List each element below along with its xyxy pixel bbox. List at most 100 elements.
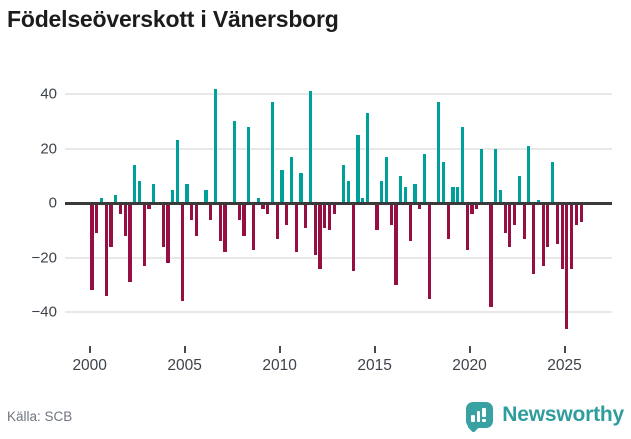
bar bbox=[327, 203, 332, 231]
bar bbox=[166, 203, 170, 264]
bar bbox=[399, 175, 403, 204]
bar bbox=[408, 203, 412, 242]
bar bbox=[237, 203, 241, 220]
bar-chart-glyph-icon bbox=[471, 408, 486, 422]
bar bbox=[308, 91, 313, 204]
bar bbox=[289, 156, 294, 204]
x-axis-tick-mark bbox=[563, 346, 566, 353]
bar bbox=[375, 203, 379, 231]
bar bbox=[190, 203, 194, 220]
bar bbox=[456, 186, 460, 204]
x-axis-tick-label: 2000 bbox=[72, 357, 107, 374]
bar bbox=[522, 203, 526, 239]
bar bbox=[418, 203, 422, 209]
bar bbox=[251, 203, 256, 250]
bar bbox=[152, 184, 156, 204]
bar bbox=[503, 203, 507, 234]
bar bbox=[532, 203, 536, 275]
gridline bbox=[65, 147, 612, 150]
bar bbox=[256, 197, 260, 204]
bar bbox=[204, 189, 208, 204]
x-axis-tick-mark bbox=[183, 346, 186, 353]
bar bbox=[332, 203, 336, 215]
bar bbox=[437, 102, 441, 204]
bar bbox=[232, 121, 237, 204]
newsworthy-brand-link[interactable]: Newsworthy bbox=[466, 402, 624, 428]
bar bbox=[479, 148, 483, 204]
bar bbox=[128, 203, 132, 283]
bar bbox=[579, 203, 583, 223]
bar bbox=[137, 181, 142, 204]
bar bbox=[446, 203, 450, 239]
bar bbox=[95, 203, 99, 234]
bar bbox=[527, 145, 531, 204]
gridline bbox=[65, 311, 612, 314]
bar bbox=[517, 175, 521, 204]
bar bbox=[323, 203, 327, 228]
bar bbox=[470, 203, 474, 215]
bar bbox=[475, 203, 479, 209]
gridline bbox=[65, 256, 612, 259]
gridline bbox=[65, 93, 612, 96]
bar bbox=[285, 203, 289, 225]
bar bbox=[185, 184, 189, 204]
bar bbox=[489, 203, 493, 307]
bar bbox=[299, 173, 303, 204]
bar bbox=[270, 102, 275, 204]
bar bbox=[565, 203, 569, 329]
x-axis-tick-label: 2010 bbox=[262, 357, 297, 374]
bar bbox=[346, 181, 351, 204]
bar bbox=[570, 203, 574, 269]
bar bbox=[90, 203, 94, 291]
bar bbox=[194, 203, 199, 236]
bar bbox=[560, 203, 564, 269]
bar bbox=[280, 170, 284, 204]
bar bbox=[413, 184, 417, 204]
source-caption: Källa: SCB bbox=[7, 409, 73, 424]
x-axis-tick-label: 2020 bbox=[452, 357, 487, 374]
y-axis-tick-label: 20 bbox=[40, 140, 57, 158]
x-axis-tick-mark bbox=[373, 346, 376, 353]
bar bbox=[508, 203, 512, 247]
bar bbox=[403, 186, 408, 204]
bar bbox=[99, 197, 104, 204]
brand-name: Newsworthy bbox=[502, 403, 624, 426]
bar bbox=[304, 203, 308, 228]
bar bbox=[451, 186, 455, 204]
bar bbox=[513, 203, 517, 225]
bar bbox=[104, 203, 108, 296]
y-axis-tick-label: 40 bbox=[40, 85, 57, 103]
x-axis-tick-mark bbox=[468, 346, 471, 353]
bar bbox=[551, 162, 555, 204]
bar bbox=[365, 113, 370, 204]
x-axis-tick-mark bbox=[88, 346, 91, 353]
bar bbox=[427, 203, 431, 299]
bar bbox=[465, 203, 469, 250]
bar bbox=[118, 203, 123, 215]
x-axis-tick-mark bbox=[278, 346, 281, 353]
newsworthy-logo-icon bbox=[466, 402, 494, 428]
bar bbox=[180, 203, 184, 302]
bar bbox=[109, 203, 113, 247]
bar bbox=[142, 203, 146, 266]
exclamation-glyph-icon bbox=[482, 408, 486, 422]
bar bbox=[356, 135, 360, 204]
bar bbox=[422, 154, 427, 204]
x-axis-tick-label: 2025 bbox=[547, 357, 582, 374]
bar bbox=[546, 203, 550, 247]
bar bbox=[460, 126, 465, 204]
bar bbox=[171, 189, 175, 204]
y-axis-tick-label: −20 bbox=[31, 249, 57, 267]
y-axis-tick-label: −40 bbox=[31, 303, 57, 321]
bar bbox=[498, 189, 502, 204]
bar bbox=[494, 148, 498, 204]
bar bbox=[213, 88, 218, 204]
bar bbox=[209, 203, 213, 220]
x-axis-tick-label: 2015 bbox=[357, 357, 392, 374]
bar bbox=[161, 203, 165, 247]
bar bbox=[275, 203, 279, 239]
bar bbox=[380, 181, 384, 204]
bar bbox=[361, 197, 365, 204]
